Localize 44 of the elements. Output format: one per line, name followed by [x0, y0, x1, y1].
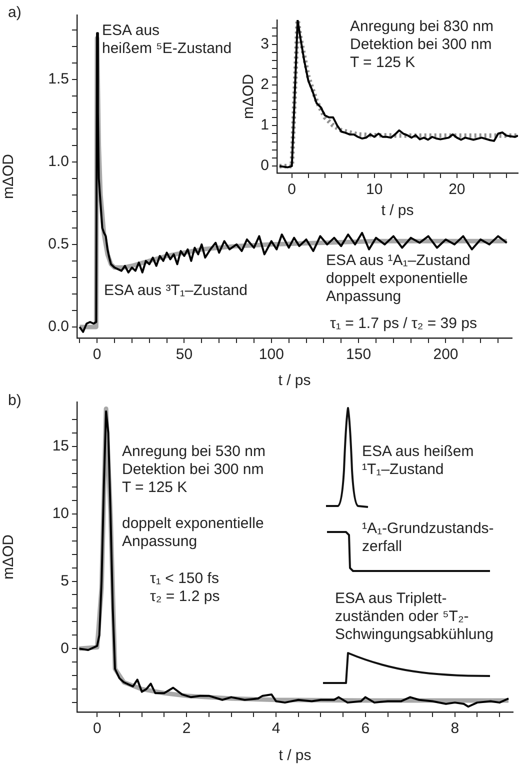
x-tick-label: 8 [450, 720, 460, 738]
chart-title: b) [8, 392, 22, 409]
y-tick-label: 1 [260, 116, 269, 134]
y-tick-label: 15 [52, 438, 69, 455]
annotation: ¹A₁-Grundzustands- zerfall [362, 520, 494, 556]
y-tick-label: 3 [260, 35, 269, 52]
annotation: τ₁ < 150 fs τ₂ = 1.2 ps [150, 570, 220, 606]
annotation: Anregung bei 530 nm Detektion bei 300 nm T = 125 K [122, 443, 266, 497]
y-tick-label: 0 [260, 157, 269, 174]
x-tick-label: 0 [288, 181, 296, 198]
x-tick-label: 4 [272, 720, 280, 738]
y-tick-label: 2 [260, 76, 269, 94]
x-tick-label: 200 [433, 346, 458, 364]
y-tick-label: 0.5 [48, 236, 69, 253]
chart-title: a) [8, 4, 22, 21]
annotation: ESA aus Triplett- zuständen oder ⁵T₂- Schwingungsabkühlung [335, 590, 494, 644]
x-tick-label: 20 [448, 181, 466, 198]
annotation: τ₁ = 1.7 ps / τ₂ = 39 ps [330, 315, 477, 333]
annotation: ESA aus heißem ⁵E-Zustand [102, 22, 232, 58]
x-tick-label: 10 [366, 181, 383, 198]
y-tick-label: 0.0 [48, 318, 69, 336]
annotation: ESA aus ³T₁–Zustand [104, 282, 248, 300]
x-axis-title: t / ps [278, 747, 312, 764]
x-tick-label: 100 [258, 346, 284, 364]
y-tick-label: 10 [52, 505, 69, 522]
x-tick-label: 6 [361, 720, 370, 738]
x-tick-label: 2 [182, 720, 191, 738]
annotation: Anregung bei 830 nm Detektion bei 300 nm T = 125 K [350, 18, 494, 72]
x-axis-title: t / ps [381, 202, 414, 220]
annotation: ESA aus heißem ¹T₁–Zustand [362, 443, 474, 479]
y-tick-label: 5 [60, 572, 69, 590]
y-tick-label: 0 [60, 640, 69, 657]
x-tick-label: 150 [346, 346, 372, 364]
y-axis-title: mΔOD [0, 154, 18, 200]
y-tick-label: 1.0 [48, 153, 69, 170]
y-axis-title: mΔOD [240, 74, 258, 120]
x-tick-label: 50 [176, 346, 193, 364]
annotation: doppelt exponentielle Anpassung [122, 515, 264, 551]
annotation: ESA aus ¹A₁–Zustand doppelt exponentielle Anpassung [326, 252, 470, 306]
x-tick-label: 0 [92, 720, 102, 738]
x-axis-title: t / ps [278, 372, 311, 390]
y-tick-label: 1.5 [48, 70, 69, 88]
x-tick-label: 0 [92, 346, 102, 364]
y-axis-title: mΔOD [0, 534, 18, 580]
